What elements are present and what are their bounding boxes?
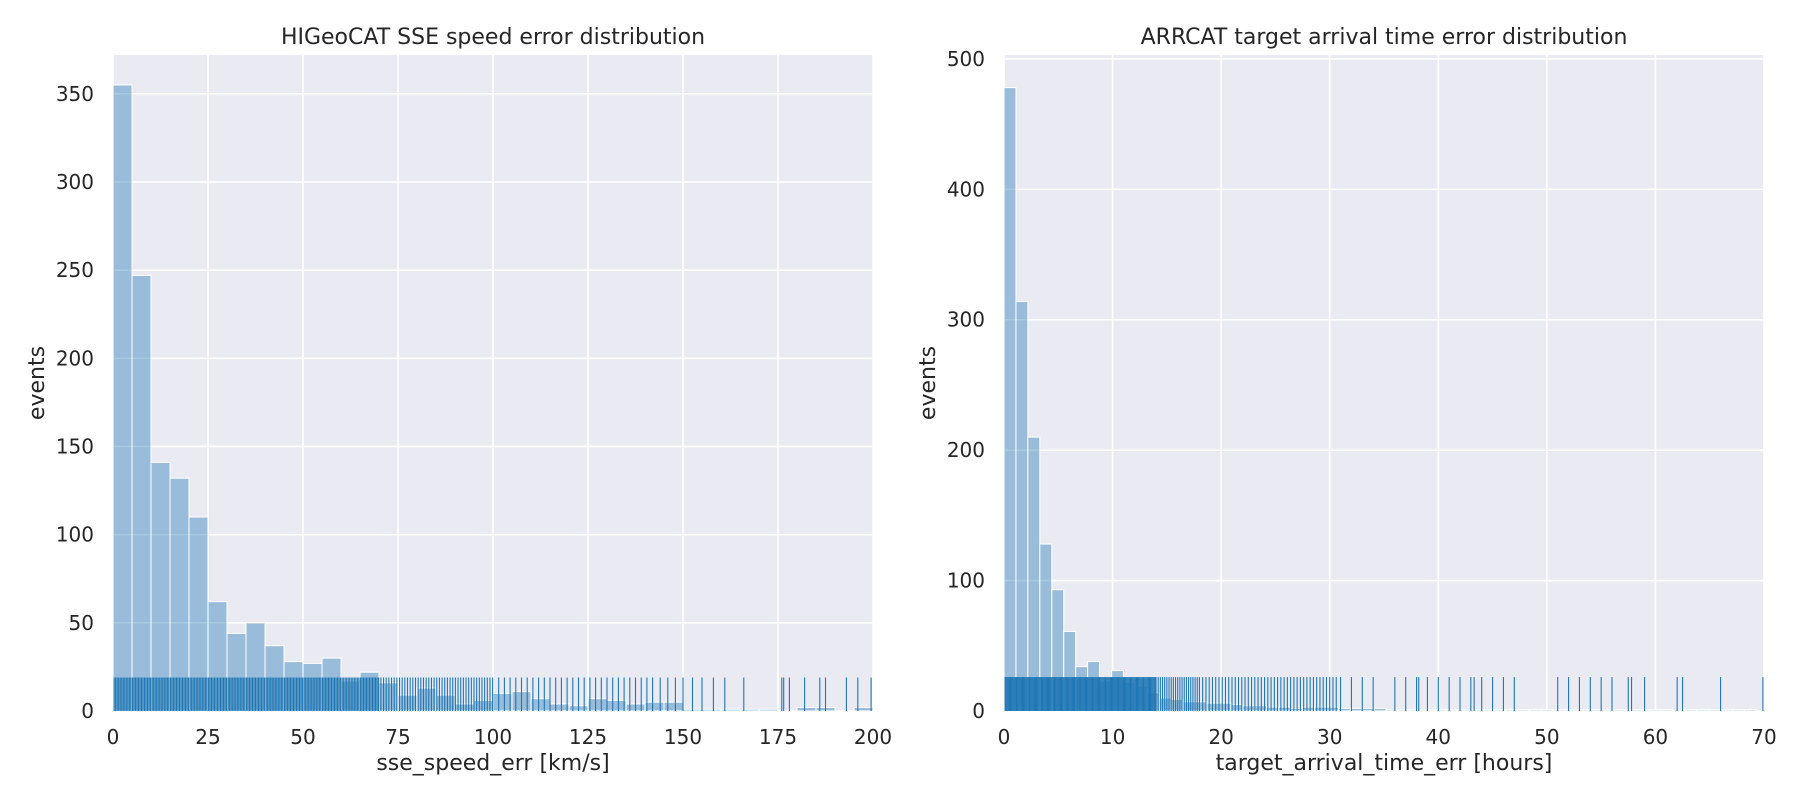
histogram-bar <box>1027 436 1041 712</box>
chart-arrival-time-error: 0 10 20 30 40 50 60 70 0 100 200 300 400 500 ARRCAT … <box>916 25 1777 776</box>
histogram-bar <box>701 708 722 712</box>
x-tick-label: 175 <box>759 725 797 749</box>
x-tick-label: 200 <box>854 725 892 749</box>
histogram-bar <box>530 698 551 712</box>
y-tick-label: 350 <box>56 82 94 106</box>
histogram-bar <box>739 708 760 712</box>
x-tick-label: 0 <box>998 725 1011 749</box>
x-tick-label: 100 <box>474 725 512 749</box>
x-tick-label: 20 <box>1208 725 1233 749</box>
x-tick-label: 25 <box>195 725 220 749</box>
y-tick-label: 200 <box>56 346 94 370</box>
histogram-bar <box>1528 709 1542 712</box>
chart-title: HIGeoCAT SSE speed error distribution <box>281 25 705 50</box>
y-tick-label: 400 <box>947 177 985 201</box>
y-tick-labels: 0 100 200 300 400 500 <box>947 47 985 723</box>
chart-title: ARRCAT target arrival time error distrib… <box>1141 25 1628 50</box>
histogram-bar <box>1505 709 1519 712</box>
y-tick-label: 100 <box>56 523 94 547</box>
y-tick-label: 500 <box>947 47 985 71</box>
histogram-bar <box>1349 707 1363 712</box>
histogram-bar <box>853 706 874 712</box>
histogram-bar <box>663 701 684 712</box>
histogram-bar <box>492 692 513 712</box>
x-tick-label: 75 <box>385 725 410 749</box>
histogram-bar <box>549 703 570 712</box>
histogram-bar <box>112 84 133 712</box>
x-tick-label: 125 <box>569 725 607 749</box>
histogram-bar <box>796 706 817 712</box>
histogram-bar <box>1266 706 1280 712</box>
histogram-bar <box>1636 709 1650 712</box>
histogram-bar <box>644 701 665 712</box>
x-axis-label: target_arrival_time_err [hours] <box>1216 751 1553 776</box>
histogram-bar <box>720 708 741 712</box>
x-tick-label: 150 <box>664 725 702 749</box>
x-tick-label: 40 <box>1426 725 1451 749</box>
histogram-bar <box>131 274 152 712</box>
histogram-bar <box>1015 300 1029 712</box>
histogram-bar <box>1720 709 1734 712</box>
histogram-bar <box>1612 709 1626 712</box>
histogram-bar <box>587 698 608 712</box>
histogram-bar <box>1302 706 1316 712</box>
x-tick-label: 60 <box>1643 725 1668 749</box>
histogram-bar <box>606 699 627 712</box>
histogram-bar <box>169 477 190 712</box>
histogram-bar <box>1373 707 1387 712</box>
histogram-bar <box>1600 709 1614 712</box>
chart-speed-error: 0 25 50 75 100 125 150 175 200 0 50 100 150 200 250 30… <box>25 25 892 776</box>
y-tick-label: 0 <box>81 699 94 723</box>
x-tick-label: 50 <box>1534 725 1559 749</box>
x-tick-label: 70 <box>1751 725 1776 749</box>
x-axis-label: sse_speed_err [km/s] <box>376 751 609 776</box>
y-tick-label: 100 <box>947 569 985 593</box>
histogram-bar <box>1397 709 1411 712</box>
histogram-bar <box>1385 709 1399 712</box>
y-tick-label: 0 <box>972 699 985 723</box>
rug-plot <box>113 677 872 711</box>
rug-plot <box>1004 677 1764 711</box>
histogram-bar <box>1588 709 1602 712</box>
histogram-bar <box>1230 703 1244 712</box>
histogram-bar <box>1564 709 1578 712</box>
histogram-bar <box>1743 709 1757 712</box>
y-tick-label: 300 <box>56 170 94 194</box>
x-tick-labels: 0 25 50 75 100 125 150 175 200 <box>107 725 892 749</box>
histogram-bar <box>1540 709 1554 712</box>
gridlines <box>1003 55 1765 712</box>
histogram-bar <box>1684 709 1698 712</box>
histogram-bar <box>150 461 171 712</box>
histogram-bar <box>1660 709 1674 712</box>
histogram-bar <box>1696 709 1710 712</box>
histogram-bar <box>1003 87 1017 712</box>
y-tick-label: 200 <box>947 438 985 462</box>
x-tick-label: 10 <box>1100 725 1125 749</box>
histogram-bar <box>1481 709 1495 712</box>
histogram-bar <box>1433 709 1447 712</box>
y-axis-label: events <box>916 346 941 420</box>
y-tick-labels: 0 50 100 150 200 250 300 350 <box>56 82 94 723</box>
histogram-bar <box>758 708 779 712</box>
x-tick-label: 50 <box>290 725 315 749</box>
histogram-bar <box>1732 709 1745 712</box>
y-tick-label: 300 <box>947 308 985 332</box>
histogram-bar <box>1361 707 1375 712</box>
x-tick-label: 30 <box>1317 725 1342 749</box>
y-tick-label: 250 <box>56 258 94 282</box>
plot-area-background <box>1004 55 1764 711</box>
histogram-bar <box>1517 709 1530 712</box>
histogram-bar <box>435 694 456 712</box>
y-tick-label: 50 <box>69 611 94 635</box>
x-tick-labels: 0 10 20 30 40 50 60 70 <box>998 725 1777 749</box>
x-tick-label: 0 <box>107 725 120 749</box>
y-axis-label: events <box>25 346 50 420</box>
histogram-bar <box>1708 709 1722 712</box>
histogram-bar <box>1648 709 1662 712</box>
y-tick-label: 150 <box>56 434 94 458</box>
histogram-bar <box>1552 709 1566 712</box>
histogram-bar <box>1445 709 1459 712</box>
histogram-bar <box>1469 709 1483 712</box>
